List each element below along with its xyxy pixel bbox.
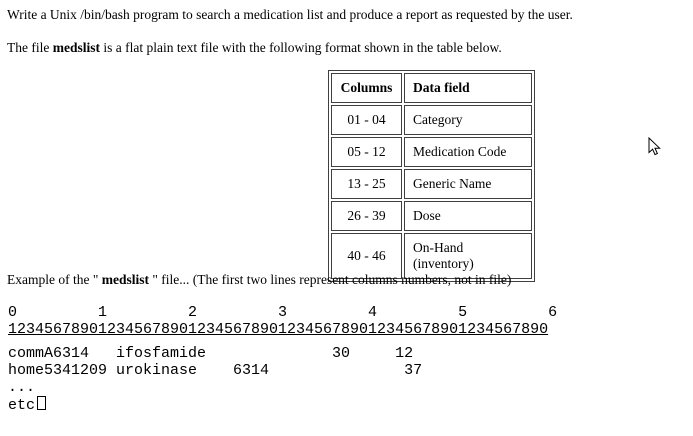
file-desc-suffix: is a flat plain text file with the follo… <box>99 40 502 55</box>
file-line-1: commA6314 ifosfamide 30 12 <box>8 345 414 362</box>
table-header-data-field: Data field <box>404 73 532 103</box>
format-table: Columns Data field 01 - 04 Category 05 -… <box>328 70 535 282</box>
table-row: 13 - 25 Generic Name <box>331 169 532 199</box>
file-desc-prefix: The file <box>7 40 53 55</box>
medslist-filename-bold: medslist <box>101 272 149 287</box>
data-field-cell: Generic Name <box>404 169 532 199</box>
file-description-paragraph: The file medslist is a flat plain text f… <box>7 40 502 56</box>
table-row: 05 - 12 Medication Code <box>331 137 532 167</box>
example-caption-suffix: " file... (The first two lines represent… <box>148 272 512 287</box>
example-caption: Example of the " medslist " file... (The… <box>7 272 511 288</box>
intro-paragraph: Write a Unix /bin/bash program to search… <box>7 7 573 23</box>
table-row: 40 - 46 On-Hand (inventory) <box>331 233 532 279</box>
intro-text: Write a Unix /bin/bash program to search… <box>7 7 573 22</box>
mouse-cursor-icon <box>648 137 661 156</box>
data-field-cell: Dose <box>404 201 532 231</box>
file-line-2: home5341209 urokinase 6314 37 <box>8 362 423 379</box>
medslist-filename-bold: medslist <box>52 40 100 55</box>
etc-line: etc <box>8 396 557 414</box>
example-caption-prefix: Example of the " <box>7 272 102 287</box>
data-field-cell: Medication Code <box>404 137 532 167</box>
columns-range-cell: 01 - 04 <box>331 105 402 135</box>
etc-label: etc <box>8 397 36 414</box>
data-field-cell: Category <box>404 105 532 135</box>
table-header-row: Columns Data field <box>331 73 532 103</box>
columns-range-cell: 26 - 39 <box>331 201 402 231</box>
columns-range-cell: 05 - 12 <box>331 137 402 167</box>
ellipsis-line: ... <box>8 379 36 396</box>
table-row: 01 - 04 Category <box>331 105 532 135</box>
columns-range-cell: 13 - 25 <box>331 169 402 199</box>
missing-glyph-box <box>37 396 47 410</box>
table-header-columns: Columns <box>331 73 402 103</box>
column-tens-ruler: 0 1 2 3 4 5 6 <box>8 304 558 321</box>
table-row: 26 - 39 Dose <box>331 201 532 231</box>
columns-range-cell: 40 - 46 <box>331 233 402 279</box>
file-example-block: 0 1 2 3 4 5 6 12345678901234567890123456… <box>8 304 557 414</box>
data-field-cell: On-Hand (inventory) <box>404 233 532 279</box>
column-units-ruler: 1234567890123456789012345678901234567890… <box>8 321 549 338</box>
